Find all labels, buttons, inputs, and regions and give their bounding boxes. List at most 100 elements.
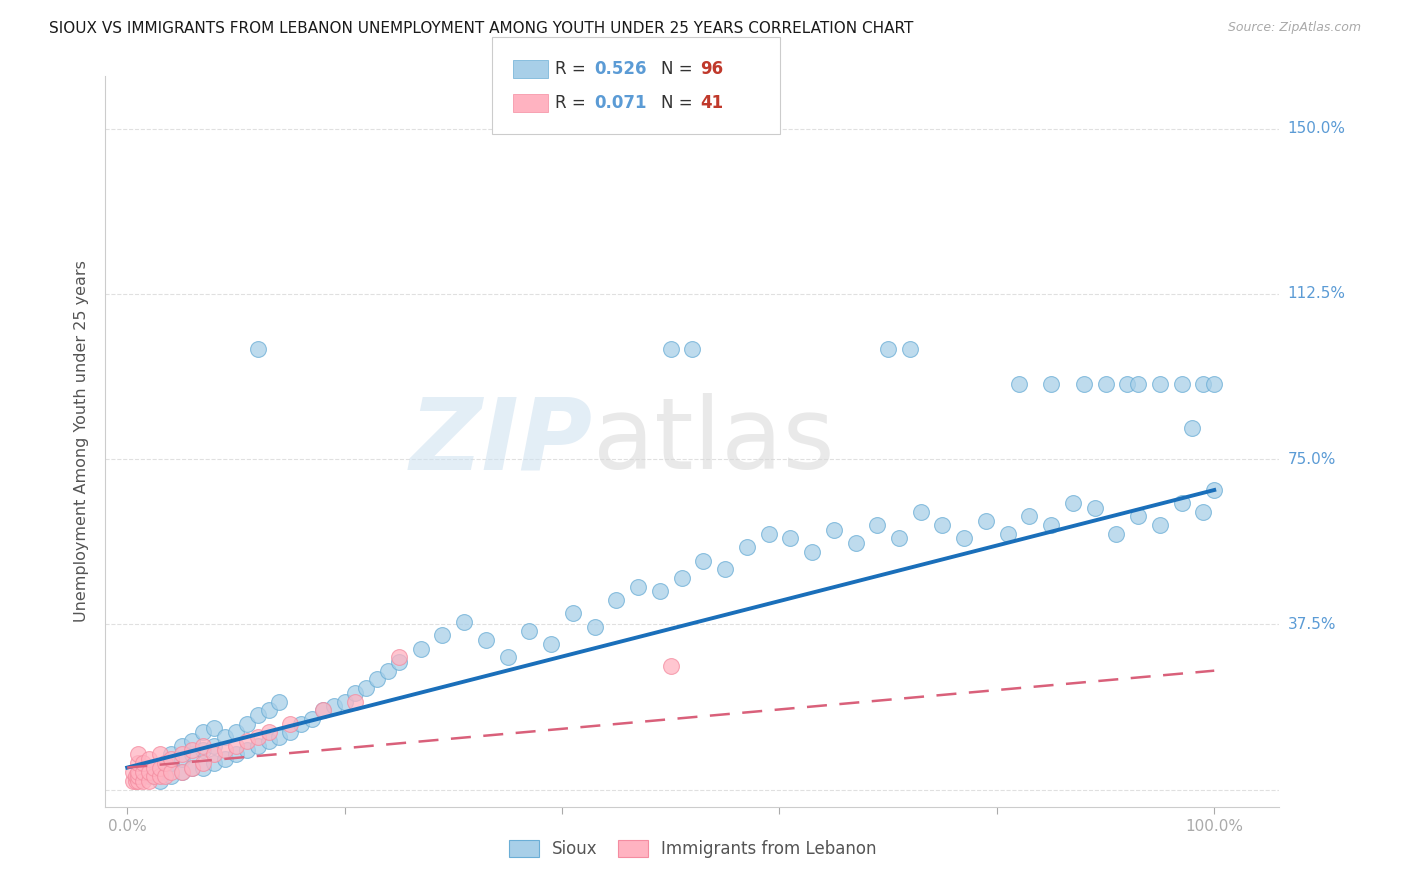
Point xyxy=(202,721,225,735)
Point xyxy=(1126,509,1149,524)
Text: atlas: atlas xyxy=(593,393,834,490)
Point xyxy=(155,756,177,771)
Point xyxy=(312,703,335,717)
Point xyxy=(1181,421,1204,435)
Point xyxy=(1062,496,1084,510)
Point xyxy=(997,527,1019,541)
Point xyxy=(278,716,301,731)
Text: ZIP: ZIP xyxy=(409,393,593,490)
Point xyxy=(193,725,215,739)
Point xyxy=(269,730,291,744)
Point xyxy=(910,505,932,519)
Point xyxy=(1192,377,1215,392)
Point xyxy=(127,747,149,762)
Text: R =: R = xyxy=(555,60,592,78)
Text: 112.5%: 112.5% xyxy=(1288,286,1346,301)
Point xyxy=(583,619,606,633)
Point xyxy=(1094,377,1116,392)
Point xyxy=(627,580,650,594)
Point xyxy=(887,532,910,546)
Point xyxy=(1040,377,1063,392)
Point xyxy=(202,747,225,762)
Point xyxy=(149,773,172,788)
Point xyxy=(388,655,411,669)
Point xyxy=(432,628,454,642)
Point xyxy=(193,739,215,753)
Point xyxy=(356,681,378,696)
Point xyxy=(1018,509,1040,524)
Point xyxy=(540,637,562,651)
Point xyxy=(214,743,236,757)
Point xyxy=(181,761,204,775)
Point xyxy=(269,694,291,708)
Point xyxy=(344,686,367,700)
Point xyxy=(159,752,181,766)
Point xyxy=(1149,518,1171,533)
Point xyxy=(1084,500,1107,515)
Point xyxy=(278,725,301,739)
Point xyxy=(801,544,824,558)
Point xyxy=(758,527,780,541)
Point xyxy=(290,716,312,731)
Point xyxy=(257,703,280,717)
Point xyxy=(236,734,259,748)
Point xyxy=(823,523,845,537)
Point xyxy=(132,764,155,779)
Point xyxy=(170,739,193,753)
Point xyxy=(681,342,703,356)
Point xyxy=(377,664,399,678)
Point xyxy=(138,761,160,775)
Point xyxy=(496,650,519,665)
Point xyxy=(866,518,889,533)
Point xyxy=(125,773,148,788)
Point xyxy=(312,703,335,717)
Point xyxy=(659,342,682,356)
Point xyxy=(125,769,148,783)
Point xyxy=(181,747,204,762)
Point xyxy=(170,764,193,779)
Point xyxy=(1007,377,1029,392)
Point xyxy=(561,607,583,621)
Text: N =: N = xyxy=(661,60,697,78)
Point xyxy=(246,342,269,356)
Point xyxy=(246,730,269,744)
Point xyxy=(170,752,193,766)
Text: 0.071: 0.071 xyxy=(595,94,647,112)
Text: Source: ZipAtlas.com: Source: ZipAtlas.com xyxy=(1227,21,1361,34)
Point xyxy=(132,756,155,771)
Point xyxy=(1204,377,1226,392)
Point xyxy=(214,730,236,744)
Point xyxy=(121,773,143,788)
Point xyxy=(953,532,976,546)
Point xyxy=(202,739,225,753)
Point xyxy=(931,518,953,533)
Point xyxy=(519,624,541,638)
Point xyxy=(127,756,149,771)
Point xyxy=(257,725,280,739)
Point xyxy=(138,769,160,783)
Point xyxy=(225,739,247,753)
Point xyxy=(301,712,323,726)
Point xyxy=(138,773,160,788)
Point xyxy=(181,761,204,775)
Point xyxy=(475,632,498,647)
Point xyxy=(388,650,411,665)
Text: 37.5%: 37.5% xyxy=(1288,617,1336,632)
Point xyxy=(155,769,177,783)
Point xyxy=(138,764,160,779)
Point xyxy=(202,756,225,771)
Point xyxy=(143,769,166,783)
Point xyxy=(898,342,921,356)
Point xyxy=(225,747,247,762)
Point xyxy=(159,756,181,771)
Point xyxy=(121,764,143,779)
Point xyxy=(1170,496,1192,510)
Point xyxy=(1105,527,1128,541)
Point xyxy=(127,773,149,788)
Point xyxy=(257,734,280,748)
Point xyxy=(149,761,172,775)
Y-axis label: Unemployment Among Youth under 25 years: Unemployment Among Youth under 25 years xyxy=(75,260,90,623)
Point xyxy=(170,764,193,779)
Point xyxy=(149,764,172,779)
Point xyxy=(246,707,269,722)
